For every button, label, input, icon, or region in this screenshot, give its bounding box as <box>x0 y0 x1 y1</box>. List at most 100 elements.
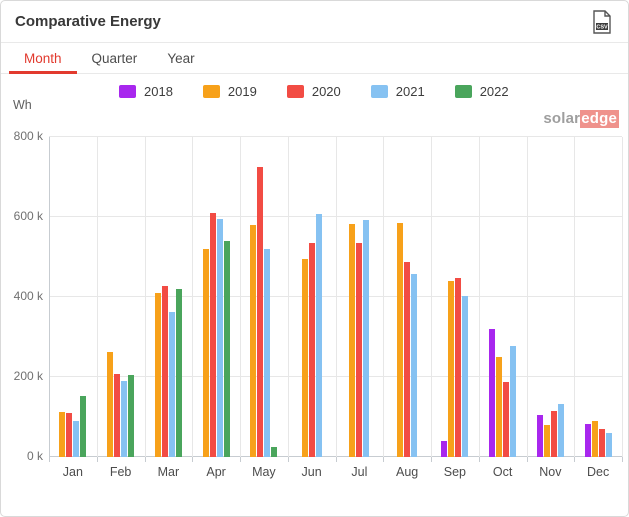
x-axis-tick <box>431 457 432 462</box>
y-axis-label: 200 k <box>13 369 43 383</box>
bar-group-dec <box>574 137 622 457</box>
bar-2021-apr[interactable] <box>216 219 223 457</box>
legend-item-2018[interactable]: 2018 <box>119 84 173 99</box>
bar-2018-sep[interactable] <box>441 441 448 457</box>
gridline-x <box>478 137 480 457</box>
x-axis-label: Jun <box>301 465 322 479</box>
bar-2020-sep[interactable] <box>455 277 462 457</box>
x-axis-tick <box>192 457 194 462</box>
bar-2019-jul[interactable] <box>349 224 356 457</box>
x-axis-label: Mar <box>157 465 180 479</box>
bar-2020-jul[interactable] <box>356 243 363 457</box>
legend-item-2019[interactable]: 2019 <box>202 84 257 99</box>
bar-2021-nov[interactable] <box>557 404 564 457</box>
page-title: Comparative Energy <box>15 13 161 30</box>
bar-2019-dec[interactable] <box>591 421 598 457</box>
tab-month[interactable]: Month <box>9 43 77 74</box>
bar-2019-mar[interactable] <box>154 293 161 457</box>
x-axis-tick <box>96 457 98 462</box>
bar-2021-oct[interactable] <box>510 345 517 457</box>
bar-2021-aug[interactable] <box>411 273 418 457</box>
gridline-x <box>335 137 337 457</box>
bar-2021-jan[interactable] <box>73 421 80 457</box>
bar-group-jul <box>336 137 384 457</box>
bar-group-apr <box>192 137 240 457</box>
bar-2021-jul[interactable] <box>363 219 370 457</box>
bar-2020-nov[interactable] <box>550 411 557 457</box>
bar-group-sep <box>431 137 479 457</box>
bar-2019-jan[interactable] <box>59 411 66 457</box>
bar-2019-oct[interactable] <box>496 357 503 457</box>
gridline-x <box>96 137 98 457</box>
svg-text:CSV: CSV <box>596 24 608 30</box>
gridline-x <box>144 137 146 457</box>
y-axis-label: 800 k <box>13 129 43 143</box>
legend-swatch-2020 <box>286 85 304 98</box>
x-axis-label: Jul <box>351 465 368 479</box>
bar-2019-apr[interactable] <box>202 248 209 457</box>
bar-2021-mar[interactable] <box>168 311 175 457</box>
bar-2018-oct[interactable] <box>489 329 496 457</box>
tab-quarter[interactable]: Quarter <box>77 43 153 73</box>
bar-2020-feb[interactable] <box>114 373 121 457</box>
bar-2021-jun[interactable] <box>315 213 322 457</box>
bar-2022-apr[interactable] <box>223 241 230 457</box>
x-axis-label: Sep <box>443 465 466 479</box>
bar-group-jan <box>49 137 97 457</box>
bar-2018-nov[interactable] <box>536 414 543 457</box>
bar-2021-dec[interactable] <box>605 432 612 457</box>
y-axis-label: 0 k <box>26 449 43 463</box>
bar-2022-mar[interactable] <box>175 288 182 457</box>
legend-label: 2021 <box>395 84 425 99</box>
bar-group-feb <box>97 137 145 457</box>
x-axis-tick <box>287 457 289 462</box>
interval-tabs: Month Quarter Year <box>1 43 628 74</box>
gridline-x <box>287 137 289 457</box>
bar-2022-jan[interactable] <box>80 396 87 457</box>
bar-2018-dec[interactable] <box>584 424 591 457</box>
legend-item-2022[interactable]: 2022 <box>454 84 509 99</box>
bar-2020-aug[interactable] <box>404 262 411 457</box>
gridline-x <box>192 137 194 457</box>
bar-2021-feb[interactable] <box>121 380 128 457</box>
bar-2019-feb[interactable] <box>107 351 114 457</box>
csv-file-icon: CSV <box>592 9 612 37</box>
y-axis-label: 400 k <box>13 289 43 303</box>
gridline-x <box>622 137 623 457</box>
bar-2021-may[interactable] <box>264 249 271 457</box>
bar-2019-nov[interactable] <box>543 425 550 457</box>
x-axis-label: Aug <box>396 465 419 479</box>
bar-2019-aug[interactable] <box>397 223 404 457</box>
x-axis-label: Dec <box>587 465 610 479</box>
bar-2022-may[interactable] <box>271 447 278 457</box>
bar-2020-apr[interactable] <box>209 213 216 457</box>
legend-item-2020[interactable]: 2020 <box>286 84 341 99</box>
x-axis-label: Apr <box>206 465 226 479</box>
bar-2021-sep[interactable] <box>462 295 469 457</box>
bar-2020-jun[interactable] <box>308 243 315 457</box>
tab-year[interactable]: Year <box>152 43 209 73</box>
export-csv-button[interactable]: CSV <box>590 8 614 36</box>
legend-item-2021[interactable]: 2021 <box>370 84 425 99</box>
gridline-x <box>49 137 50 457</box>
legend-swatch-2019 <box>202 85 220 98</box>
bar-group-mar <box>145 137 193 457</box>
bar-2019-sep[interactable] <box>448 281 455 457</box>
bar-group-jun <box>288 137 336 457</box>
legend-swatch-2018 <box>119 85 136 98</box>
bar-2019-may[interactable] <box>250 225 257 457</box>
legend-label: 2018 <box>144 84 173 99</box>
x-axis-label: May <box>252 465 276 479</box>
bar-2019-jun[interactable] <box>301 259 308 457</box>
bar-2022-feb[interactable] <box>128 375 135 457</box>
x-axis-tick <box>478 457 480 462</box>
bar-2020-mar[interactable] <box>161 285 168 457</box>
bar-2020-may[interactable] <box>257 167 264 457</box>
bar-2020-jan[interactable] <box>66 413 73 457</box>
x-axis-tick <box>144 457 146 462</box>
bar-2020-dec[interactable] <box>598 428 605 457</box>
bar-group-aug <box>383 137 431 457</box>
bar-2020-oct[interactable] <box>503 381 510 457</box>
gridline-x <box>383 137 385 457</box>
